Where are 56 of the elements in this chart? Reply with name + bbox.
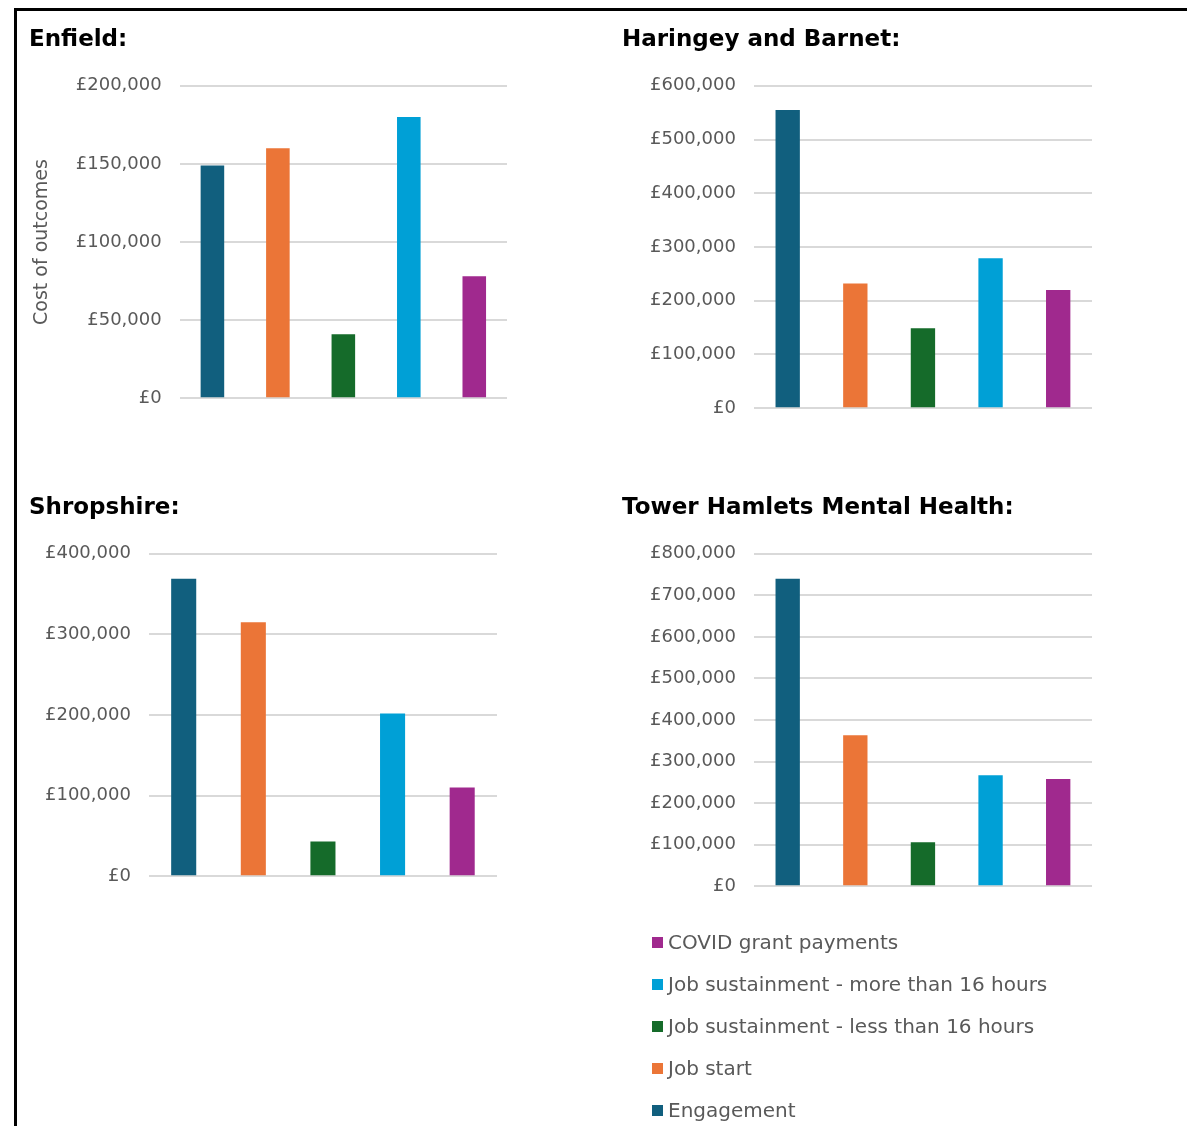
legend-label: Job sustainment - more than 16 hours — [668, 972, 1048, 996]
bar — [449, 787, 475, 876]
y-tick-label: £0 — [138, 385, 162, 407]
y-axis-title: Cost of outcomes — [29, 159, 52, 325]
y-tick-label: £0 — [107, 863, 131, 885]
bar — [266, 148, 290, 398]
y-tick-label: £700,000 — [650, 583, 736, 605]
chart-title: Shropshire: — [28, 492, 181, 521]
y-tick-label: £400,000 — [650, 180, 736, 202]
y-tick-label: £600,000 — [650, 624, 736, 646]
y-tick-label: £300,000 — [45, 622, 131, 644]
legend-label: Job start — [668, 1056, 752, 1080]
y-tick-label: £100,000 — [650, 832, 736, 854]
y-tick-label: £150,000 — [75, 151, 162, 173]
y-tick-label: £400,000 — [45, 541, 131, 563]
bar — [843, 735, 868, 886]
bar — [462, 276, 487, 398]
chart-title: Enfield: — [28, 24, 129, 53]
bar — [331, 334, 356, 398]
y-tick-label: £200,000 — [650, 790, 736, 812]
y-tick-label: £100,000 — [75, 229, 162, 251]
y-tick-label: £100,000 — [45, 783, 131, 805]
bar — [910, 842, 936, 886]
y-tick-label: £100,000 — [650, 342, 736, 364]
bar — [310, 841, 336, 876]
bar — [775, 578, 800, 886]
bar — [1046, 779, 1071, 886]
bar — [200, 165, 225, 398]
y-tick-label: £300,000 — [650, 234, 736, 256]
y-tick-label: £200,000 — [75, 73, 162, 95]
bar — [910, 328, 936, 408]
y-tick-label: £300,000 — [650, 749, 736, 771]
y-tick-label: £500,000 — [650, 666, 736, 688]
y-tick-label: £0 — [712, 873, 736, 895]
y-tick-label: £600,000 — [650, 73, 736, 95]
bar — [240, 622, 266, 876]
y-tick-label: £0 — [712, 395, 736, 417]
bar — [397, 117, 421, 398]
bar — [1046, 289, 1071, 408]
y-tick-label: £500,000 — [650, 127, 736, 149]
bar — [171, 578, 197, 876]
bar — [380, 713, 406, 876]
legend-label: Engagement — [668, 1098, 796, 1122]
bar — [775, 109, 800, 408]
y-tick-label: £50,000 — [87, 307, 162, 329]
bar — [843, 283, 868, 408]
bar — [978, 775, 1003, 886]
legend-label: COVID grant payments — [668, 930, 899, 954]
y-tick-label: £200,000 — [650, 288, 736, 310]
y-tick-label: £400,000 — [650, 707, 736, 729]
legend-label: Job sustainment - less than 16 hours — [668, 1014, 1035, 1038]
y-tick-label: £200,000 — [45, 702, 131, 724]
chart-title: Haringey and Barnet: — [622, 24, 902, 53]
chart-title: Tower Hamlets Mental Health: — [622, 492, 1015, 521]
bar — [978, 258, 1003, 408]
y-tick-label: £800,000 — [650, 541, 736, 563]
